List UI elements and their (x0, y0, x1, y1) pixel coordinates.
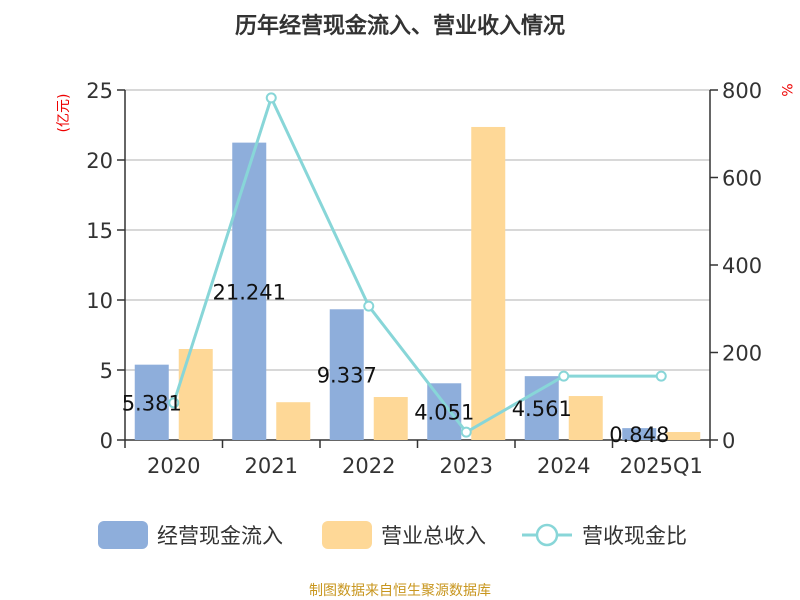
y2-tick-label: 0 (722, 429, 735, 453)
bar-revenue (568, 396, 603, 440)
x-tick-label: 2022 (342, 454, 395, 478)
bar-revenue (373, 397, 408, 440)
line-point (265, 92, 277, 104)
data-label: 5.381 (122, 391, 182, 415)
data-label: 4.561 (512, 397, 572, 421)
x-tick-label: 2025Q1 (620, 454, 703, 478)
line-point (558, 370, 570, 382)
y2-axis-label: % (778, 83, 794, 96)
line-point (363, 300, 375, 312)
data-label: 21.241 (213, 280, 286, 304)
line-point (460, 426, 472, 438)
legend-swatch-revenue (322, 521, 372, 549)
y-axis-label: (亿元) (56, 94, 72, 133)
data-label: 0.848 (609, 423, 669, 447)
legend-swatch-cash-inflow (98, 521, 148, 549)
data-label: 4.051 (414, 401, 474, 425)
line-point (168, 397, 180, 409)
y-tick-label: 25 (86, 79, 113, 103)
bar-revenue (276, 402, 311, 440)
x-tick-label: 2020 (147, 454, 200, 478)
bar-revenue (666, 432, 701, 440)
x-tick-label: 2021 (245, 454, 298, 478)
x-tick-label: 2024 (537, 454, 590, 478)
y-tick-label: 10 (86, 289, 113, 313)
y-tick-label: 5 (100, 359, 113, 383)
x-tick-label: 2023 (440, 454, 493, 478)
y2-tick-label: 800 (722, 79, 762, 103)
legend-label: 营收现金比 (582, 524, 687, 548)
bar-cash-inflow (329, 309, 364, 440)
bar-cash-inflow (622, 428, 657, 440)
legend-swatch-marker (535, 523, 559, 547)
bar-cash-inflow (134, 364, 169, 440)
y2-tick-label: 400 (722, 254, 762, 278)
data-label: 9.337 (317, 364, 377, 388)
y2-tick-label: 600 (722, 167, 762, 191)
bar-cash-inflow (427, 383, 462, 440)
chart-title: 历年经营现金流入、营业收入情况 (235, 13, 565, 39)
line-point (655, 370, 667, 382)
y2-tick-label: 200 (722, 342, 762, 366)
line-cash-ratio (172, 93, 662, 435)
y-tick-label: 15 (86, 219, 113, 243)
bar-cash-inflow (232, 142, 267, 440)
y-tick-label: 20 (86, 149, 113, 173)
legend-label: 营业总收入 (381, 524, 486, 548)
legend-label: 经营现金流入 (157, 524, 283, 548)
bar-cash-inflow (524, 376, 559, 440)
bar-revenue (471, 126, 506, 441)
bar-revenue (178, 349, 213, 440)
y-tick-label: 0 (100, 429, 113, 453)
source-note: 制图数据来自恒生聚源数据库 (309, 583, 491, 599)
